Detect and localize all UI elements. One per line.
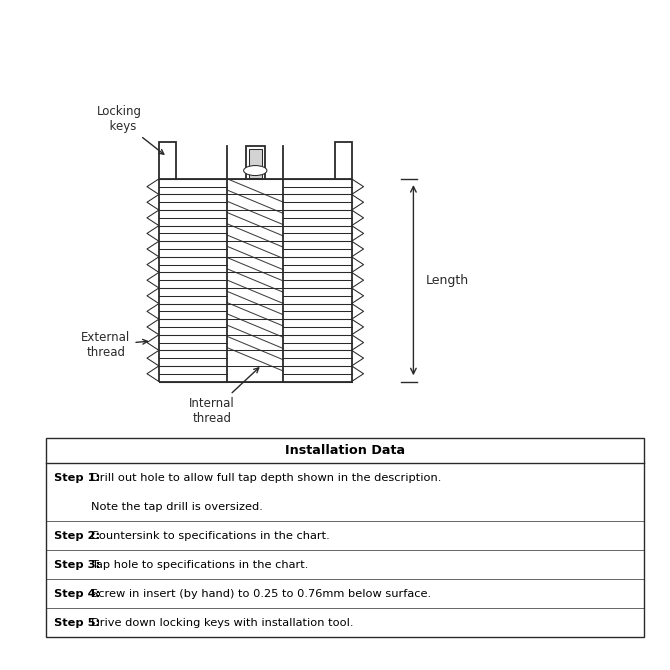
- Text: Step 4:: Step 4:: [54, 589, 100, 599]
- Text: Drill out hole to allow full tap depth shown in the description.: Drill out hole to allow full tap depth s…: [91, 473, 442, 483]
- Bar: [249, 149, 262, 178]
- Text: Length: Length: [425, 273, 468, 287]
- Text: Step 3:: Step 3:: [54, 560, 100, 570]
- Bar: [46, 438, 644, 637]
- Text: Tap hole to specifications in the chart.: Tap hole to specifications in the chart.: [91, 560, 308, 570]
- Text: Step 5:: Step 5:: [54, 618, 100, 628]
- Text: Installation Data: Installation Data: [285, 444, 405, 457]
- Text: Countersink to specifications in the chart.: Countersink to specifications in the cha…: [91, 531, 330, 541]
- Text: Note the tap drill is oversized.: Note the tap drill is oversized.: [91, 502, 263, 512]
- Text: Step 1:: Step 1:: [54, 473, 100, 483]
- Text: Screw in insert (by hand) to 0.25 to 0.76mm below surface.: Screw in insert (by hand) to 0.25 to 0.7…: [91, 589, 431, 599]
- Bar: [159, 142, 176, 179]
- Bar: [335, 142, 352, 179]
- Text: Locking
  keys: Locking keys: [96, 105, 164, 154]
- Text: Step 2:: Step 2:: [54, 531, 100, 541]
- Bar: [246, 145, 265, 179]
- Text: Internal
thread: Internal thread: [189, 368, 259, 425]
- Text: Drive down locking keys with installation tool.: Drive down locking keys with installatio…: [91, 618, 354, 628]
- Text: External
thread: External thread: [81, 331, 147, 359]
- Ellipse shape: [244, 165, 267, 176]
